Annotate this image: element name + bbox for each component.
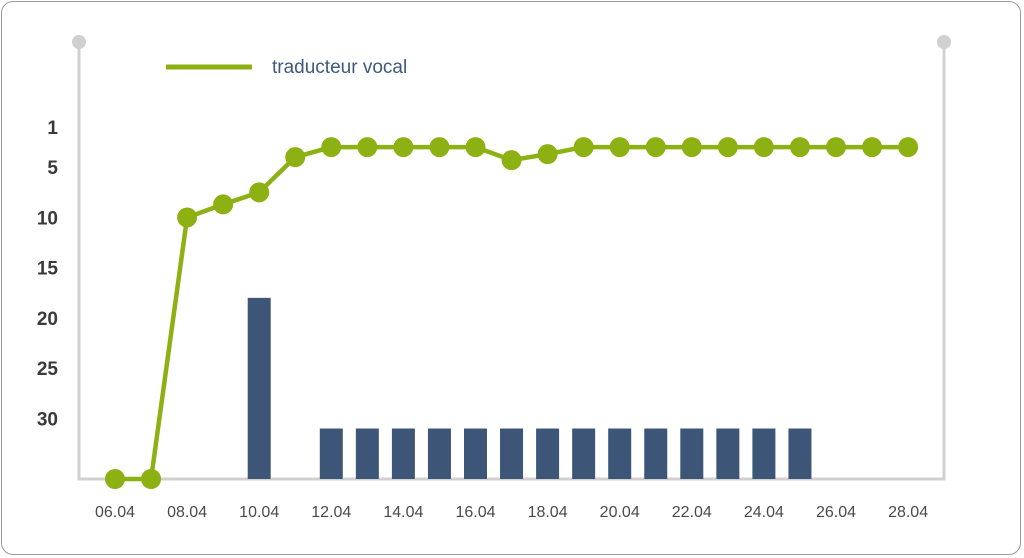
bar (319, 428, 343, 479)
line-point (393, 137, 414, 158)
axes (72, 35, 951, 481)
bar (355, 428, 379, 479)
bar-series (247, 297, 812, 479)
axis-cap-right (937, 35, 951, 49)
line-point (105, 469, 125, 489)
y-tick-label: 25 (37, 359, 59, 380)
line-point (213, 194, 234, 215)
line-point (501, 150, 522, 171)
line-point (645, 137, 666, 158)
bar (788, 428, 812, 479)
line-point (898, 137, 919, 158)
line-point (429, 137, 450, 158)
line-point (465, 137, 486, 158)
x-tick-label: 12.04 (311, 504, 351, 521)
line-point (573, 137, 594, 158)
legend-label: traducteur vocal (272, 57, 407, 78)
legend: traducteur vocal (166, 57, 407, 78)
x-tick-label: 08.04 (167, 504, 207, 521)
y-tick-label: 1 (47, 118, 58, 139)
line-point (609, 137, 630, 158)
line-point (285, 147, 306, 168)
y-tick-label: 10 (37, 208, 58, 229)
x-tick-label: 14.04 (383, 504, 423, 521)
x-tick-label: 22.04 (672, 504, 712, 521)
line-point (753, 137, 774, 158)
axis-cap-left (72, 35, 86, 49)
bar (464, 428, 487, 479)
bar (391, 428, 415, 479)
line-point (789, 137, 810, 158)
x-tick-labels: 06.04 08.04 10.04 12.04 14.04 16.04 18.04 20.04… (95, 504, 928, 521)
bar (644, 428, 668, 479)
x-tick-label: 24.04 (744, 504, 784, 521)
bar (427, 428, 451, 479)
line-point (141, 469, 162, 489)
y-tick-label: 30 (37, 409, 58, 430)
bar (572, 428, 596, 479)
line-point (862, 137, 883, 158)
x-tick-label: 10.04 (239, 504, 279, 521)
bar (608, 428, 632, 479)
line-point (249, 182, 270, 203)
line-point (357, 137, 378, 158)
line-point (321, 137, 342, 158)
bar (247, 297, 271, 479)
line-point (177, 207, 198, 228)
x-tick-label: 20.04 (600, 504, 640, 521)
bar (716, 428, 740, 479)
bar (536, 428, 560, 479)
x-tick-label: 16.04 (455, 504, 495, 521)
line-point (717, 137, 738, 158)
x-tick-label: 06.04 (95, 504, 135, 521)
y-tick-label: 5 (47, 158, 58, 179)
y-tick-label: 20 (37, 309, 58, 330)
bar (500, 428, 524, 479)
x-tick-label: 26.04 (816, 504, 856, 521)
line-point (681, 137, 702, 158)
y-tick-label: 15 (37, 259, 59, 280)
axis-frame (77, 42, 946, 481)
line-point (537, 144, 558, 165)
bar (752, 428, 776, 479)
x-tick-label: 18.04 (528, 504, 568, 521)
x-tick-label: 28.04 (888, 504, 928, 521)
line-point (826, 137, 846, 158)
bar (680, 428, 704, 479)
line-series (105, 137, 919, 489)
